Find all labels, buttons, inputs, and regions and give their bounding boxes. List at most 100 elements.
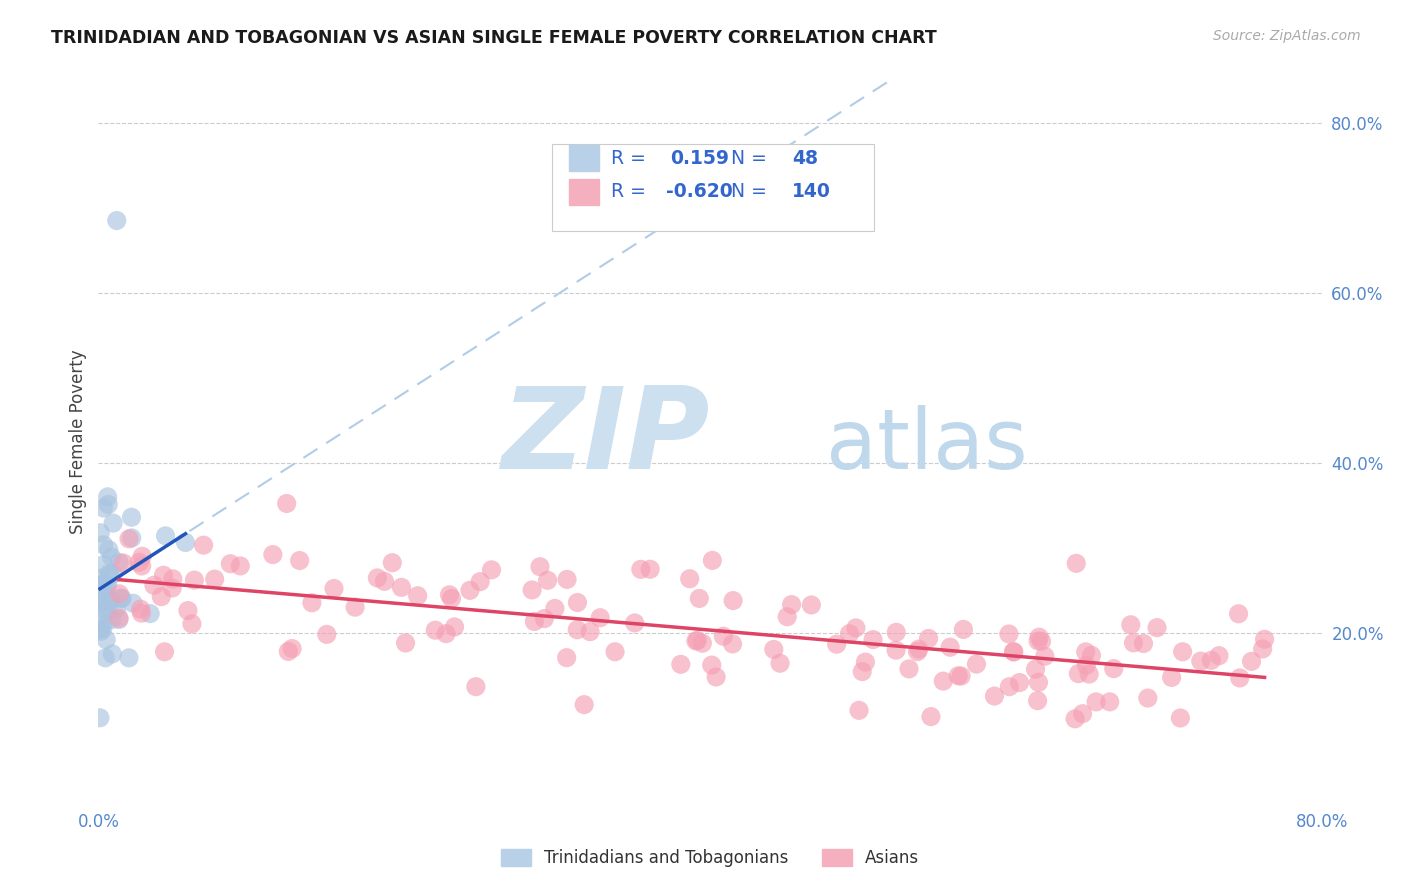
Point bbox=[589, 611, 612, 625]
Point bbox=[1253, 632, 1275, 647]
Point bbox=[94, 605, 117, 619]
Point bbox=[1008, 675, 1031, 690]
Point bbox=[567, 623, 589, 637]
Point bbox=[1074, 645, 1097, 659]
Point bbox=[1033, 649, 1056, 664]
Point bbox=[950, 669, 973, 683]
Point bbox=[94, 650, 117, 665]
Point bbox=[142, 578, 165, 592]
Point bbox=[686, 633, 709, 648]
Point bbox=[544, 601, 567, 615]
Point bbox=[131, 606, 153, 620]
Point bbox=[105, 601, 128, 615]
Point bbox=[998, 627, 1021, 641]
Point bbox=[838, 626, 860, 640]
Point bbox=[1102, 662, 1125, 676]
Legend: Trinidadians and Tobagonians, Asians: Trinidadians and Tobagonians, Asians bbox=[501, 848, 920, 867]
Point bbox=[948, 669, 970, 683]
Point bbox=[434, 626, 457, 640]
Y-axis label: Single Female Poverty: Single Female Poverty bbox=[69, 350, 87, 533]
Point bbox=[112, 556, 135, 570]
Point bbox=[1026, 634, 1049, 648]
Point bbox=[101, 593, 124, 607]
Point bbox=[1078, 667, 1101, 681]
Point bbox=[219, 557, 242, 571]
Point bbox=[1171, 645, 1194, 659]
Point bbox=[97, 578, 120, 592]
Point bbox=[907, 642, 929, 657]
Point bbox=[1002, 645, 1025, 659]
Point bbox=[288, 553, 311, 567]
Point bbox=[952, 623, 974, 637]
Point bbox=[769, 657, 792, 671]
Text: TRINIDADIAN AND TOBAGONIAN VS ASIAN SINGLE FEMALE POVERTY CORRELATION CHART: TRINIDADIAN AND TOBAGONIAN VS ASIAN SING… bbox=[51, 29, 936, 46]
Point bbox=[89, 579, 111, 593]
Point bbox=[91, 578, 114, 592]
Point bbox=[1064, 712, 1087, 726]
Point bbox=[344, 600, 367, 615]
Point bbox=[150, 590, 173, 604]
Point bbox=[1240, 654, 1263, 668]
Point bbox=[1160, 670, 1182, 684]
Point bbox=[118, 650, 141, 665]
Point bbox=[97, 542, 120, 557]
Point bbox=[98, 568, 121, 582]
Point bbox=[1201, 653, 1223, 667]
Point bbox=[94, 594, 117, 608]
Point bbox=[129, 602, 152, 616]
Point bbox=[90, 571, 112, 585]
Point bbox=[704, 670, 727, 684]
Point bbox=[131, 549, 153, 564]
Point bbox=[700, 658, 723, 673]
Point bbox=[108, 587, 131, 601]
Point bbox=[97, 498, 120, 512]
Point bbox=[555, 573, 578, 587]
Point bbox=[91, 615, 114, 630]
Point bbox=[381, 556, 404, 570]
Point bbox=[118, 532, 141, 546]
Point bbox=[579, 624, 602, 639]
Point bbox=[939, 640, 962, 655]
Point bbox=[458, 583, 481, 598]
Point bbox=[520, 582, 543, 597]
Point bbox=[1028, 675, 1050, 690]
Point bbox=[93, 538, 115, 552]
Point bbox=[884, 625, 907, 640]
Text: 48: 48 bbox=[792, 149, 818, 168]
Point bbox=[160, 581, 183, 595]
Point bbox=[630, 562, 652, 576]
Text: R =: R = bbox=[612, 149, 652, 168]
Point bbox=[108, 612, 131, 626]
Point bbox=[907, 645, 929, 659]
Point bbox=[366, 571, 388, 585]
Point bbox=[425, 623, 447, 637]
Point bbox=[1080, 648, 1102, 663]
Point bbox=[439, 588, 461, 602]
Point bbox=[1028, 630, 1050, 644]
Point bbox=[93, 501, 115, 516]
Point bbox=[1170, 711, 1192, 725]
Point bbox=[1189, 654, 1212, 668]
Text: Source: ZipAtlas.com: Source: ZipAtlas.com bbox=[1213, 29, 1361, 43]
Point bbox=[1132, 636, 1154, 650]
Point bbox=[1031, 634, 1053, 648]
Point bbox=[128, 555, 150, 569]
Point bbox=[721, 637, 744, 651]
Point bbox=[679, 572, 702, 586]
FancyBboxPatch shape bbox=[553, 144, 875, 230]
Point bbox=[183, 573, 205, 587]
Point bbox=[100, 550, 122, 565]
Point bbox=[638, 562, 661, 576]
Point bbox=[464, 680, 486, 694]
Point bbox=[1085, 695, 1108, 709]
Point bbox=[533, 612, 555, 626]
Point bbox=[440, 591, 463, 606]
Point bbox=[1064, 557, 1087, 571]
Point bbox=[623, 615, 645, 630]
Point bbox=[1136, 691, 1159, 706]
Point bbox=[917, 632, 939, 646]
Point bbox=[898, 662, 921, 676]
Point bbox=[692, 636, 714, 650]
Point bbox=[174, 535, 197, 549]
Point bbox=[323, 582, 346, 596]
